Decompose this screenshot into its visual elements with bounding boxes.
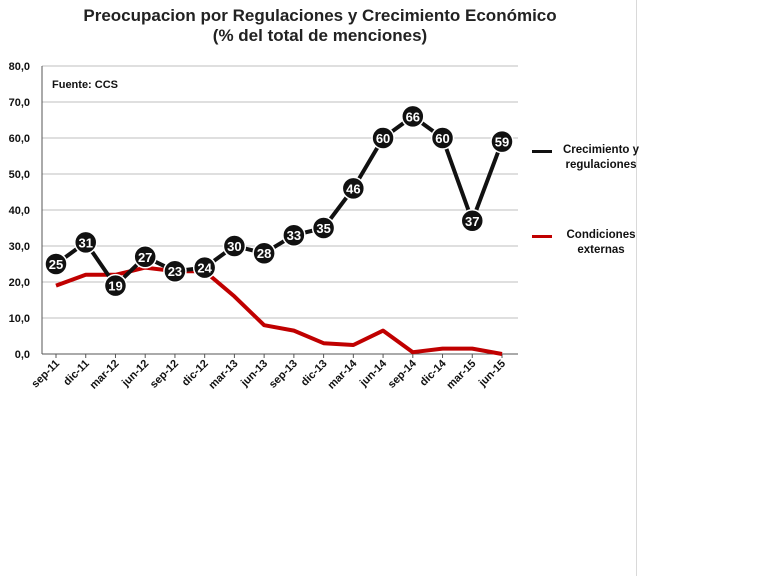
data-label-crecimiento: 59 xyxy=(495,135,509,150)
y-tick-label: 20,0 xyxy=(9,277,30,289)
legend-item-crecimiento: Crecimiento y regulaciones xyxy=(532,143,646,173)
canvas-edge xyxy=(636,0,637,576)
y-tick-label: 60,0 xyxy=(9,133,30,145)
data-point-crecimiento xyxy=(401,104,425,129)
x-tick-label: jun-14 xyxy=(357,357,390,390)
x-tick-label: sep-13 xyxy=(267,358,300,391)
data-point-crecimiento xyxy=(73,230,98,255)
data-label-crecimiento: 60 xyxy=(435,131,449,146)
data-point-crecimiento xyxy=(430,126,455,150)
x-tick-label: jun-15 xyxy=(476,358,508,390)
data-point-crecimiento xyxy=(311,216,336,240)
chart-title: Preocupacion por Regulaciones y Crecimie… xyxy=(0,6,640,46)
x-tick-label: sep-11 xyxy=(29,358,62,391)
chart-title-line-1: Preocupacion por Regulaciones y Crecimie… xyxy=(83,6,557,25)
x-tick-label: mar-13 xyxy=(207,358,241,392)
y-tick-label: 50,0 xyxy=(9,169,30,181)
y-tick-label: 10,0 xyxy=(9,313,30,325)
data-label-crecimiento: 28 xyxy=(257,246,271,261)
data-point-crecimiento xyxy=(341,176,366,201)
data-label-crecimiento: 27 xyxy=(138,250,152,265)
y-tick-label: 40,0 xyxy=(9,205,30,217)
x-tick-label: jun-12 xyxy=(119,358,151,390)
data-label-crecimiento: 66 xyxy=(406,109,420,124)
y-tick-label: 30,0 xyxy=(9,241,30,253)
data-point-crecimiento xyxy=(222,234,247,258)
data-label-crecimiento: 25 xyxy=(49,257,63,272)
data-point-crecimiento xyxy=(44,252,68,276)
x-tick-label: sep-12 xyxy=(148,358,181,391)
data-point-crecimiento xyxy=(103,273,128,298)
y-tick-label: 80,0 xyxy=(9,61,30,73)
line-chart: 0,0 10,0 20,0 30,0 40,0 50,0 60,0 70,0 80,0 sep-1… xyxy=(9,61,518,392)
legend-label-condiciones: Condiciones externas xyxy=(566,229,636,256)
y-tick-label: 70,0 xyxy=(9,97,30,109)
legend-label-crecimiento: Crecimiento y regulaciones xyxy=(562,144,640,171)
series-line-crecimiento xyxy=(54,114,504,288)
data-label-crecimiento: 31 xyxy=(78,235,92,250)
y-tick-label: 0,0 xyxy=(15,349,30,361)
data-label-crecimiento: 35 xyxy=(316,221,330,236)
x-tick-label: mar-14 xyxy=(325,357,360,392)
data-label-crecimiento: 33 xyxy=(287,228,301,243)
source-note: Fuente: CCS xyxy=(52,79,118,91)
data-label-crecimiento: 24 xyxy=(197,261,212,276)
legend-swatch-condiciones xyxy=(532,235,552,238)
legend-item-condiciones: Condiciones externas xyxy=(532,228,646,258)
data-label-crecimiento: 30 xyxy=(227,239,241,254)
data-point-crecimiento xyxy=(252,241,276,265)
data-point-crecimiento xyxy=(490,129,514,154)
x-tick-label: jun-13 xyxy=(238,358,270,390)
data-label-crecimiento: 37 xyxy=(465,214,479,229)
data-point-crecimiento xyxy=(460,209,485,233)
data-label-crecimiento: 23 xyxy=(168,264,182,279)
data-point-crecimiento xyxy=(282,223,306,247)
data-label-crecimiento: 46 xyxy=(346,181,360,196)
data-point-crecimiento xyxy=(192,255,217,280)
data-label-crecimiento: 60 xyxy=(376,131,390,146)
x-tick-label: sep-14 xyxy=(386,357,420,391)
data-point-crecimiento xyxy=(133,245,157,269)
chart-title-line-2: (% del total de menciones) xyxy=(212,26,428,45)
x-tick-label: mar-12 xyxy=(88,358,122,392)
data-point-crecimiento xyxy=(371,126,395,150)
data-label-crecimiento: 19 xyxy=(108,279,122,294)
legend-swatch-crecimiento xyxy=(532,150,552,153)
data-point-crecimiento xyxy=(163,259,187,283)
x-tick-label: mar-15 xyxy=(444,358,478,392)
